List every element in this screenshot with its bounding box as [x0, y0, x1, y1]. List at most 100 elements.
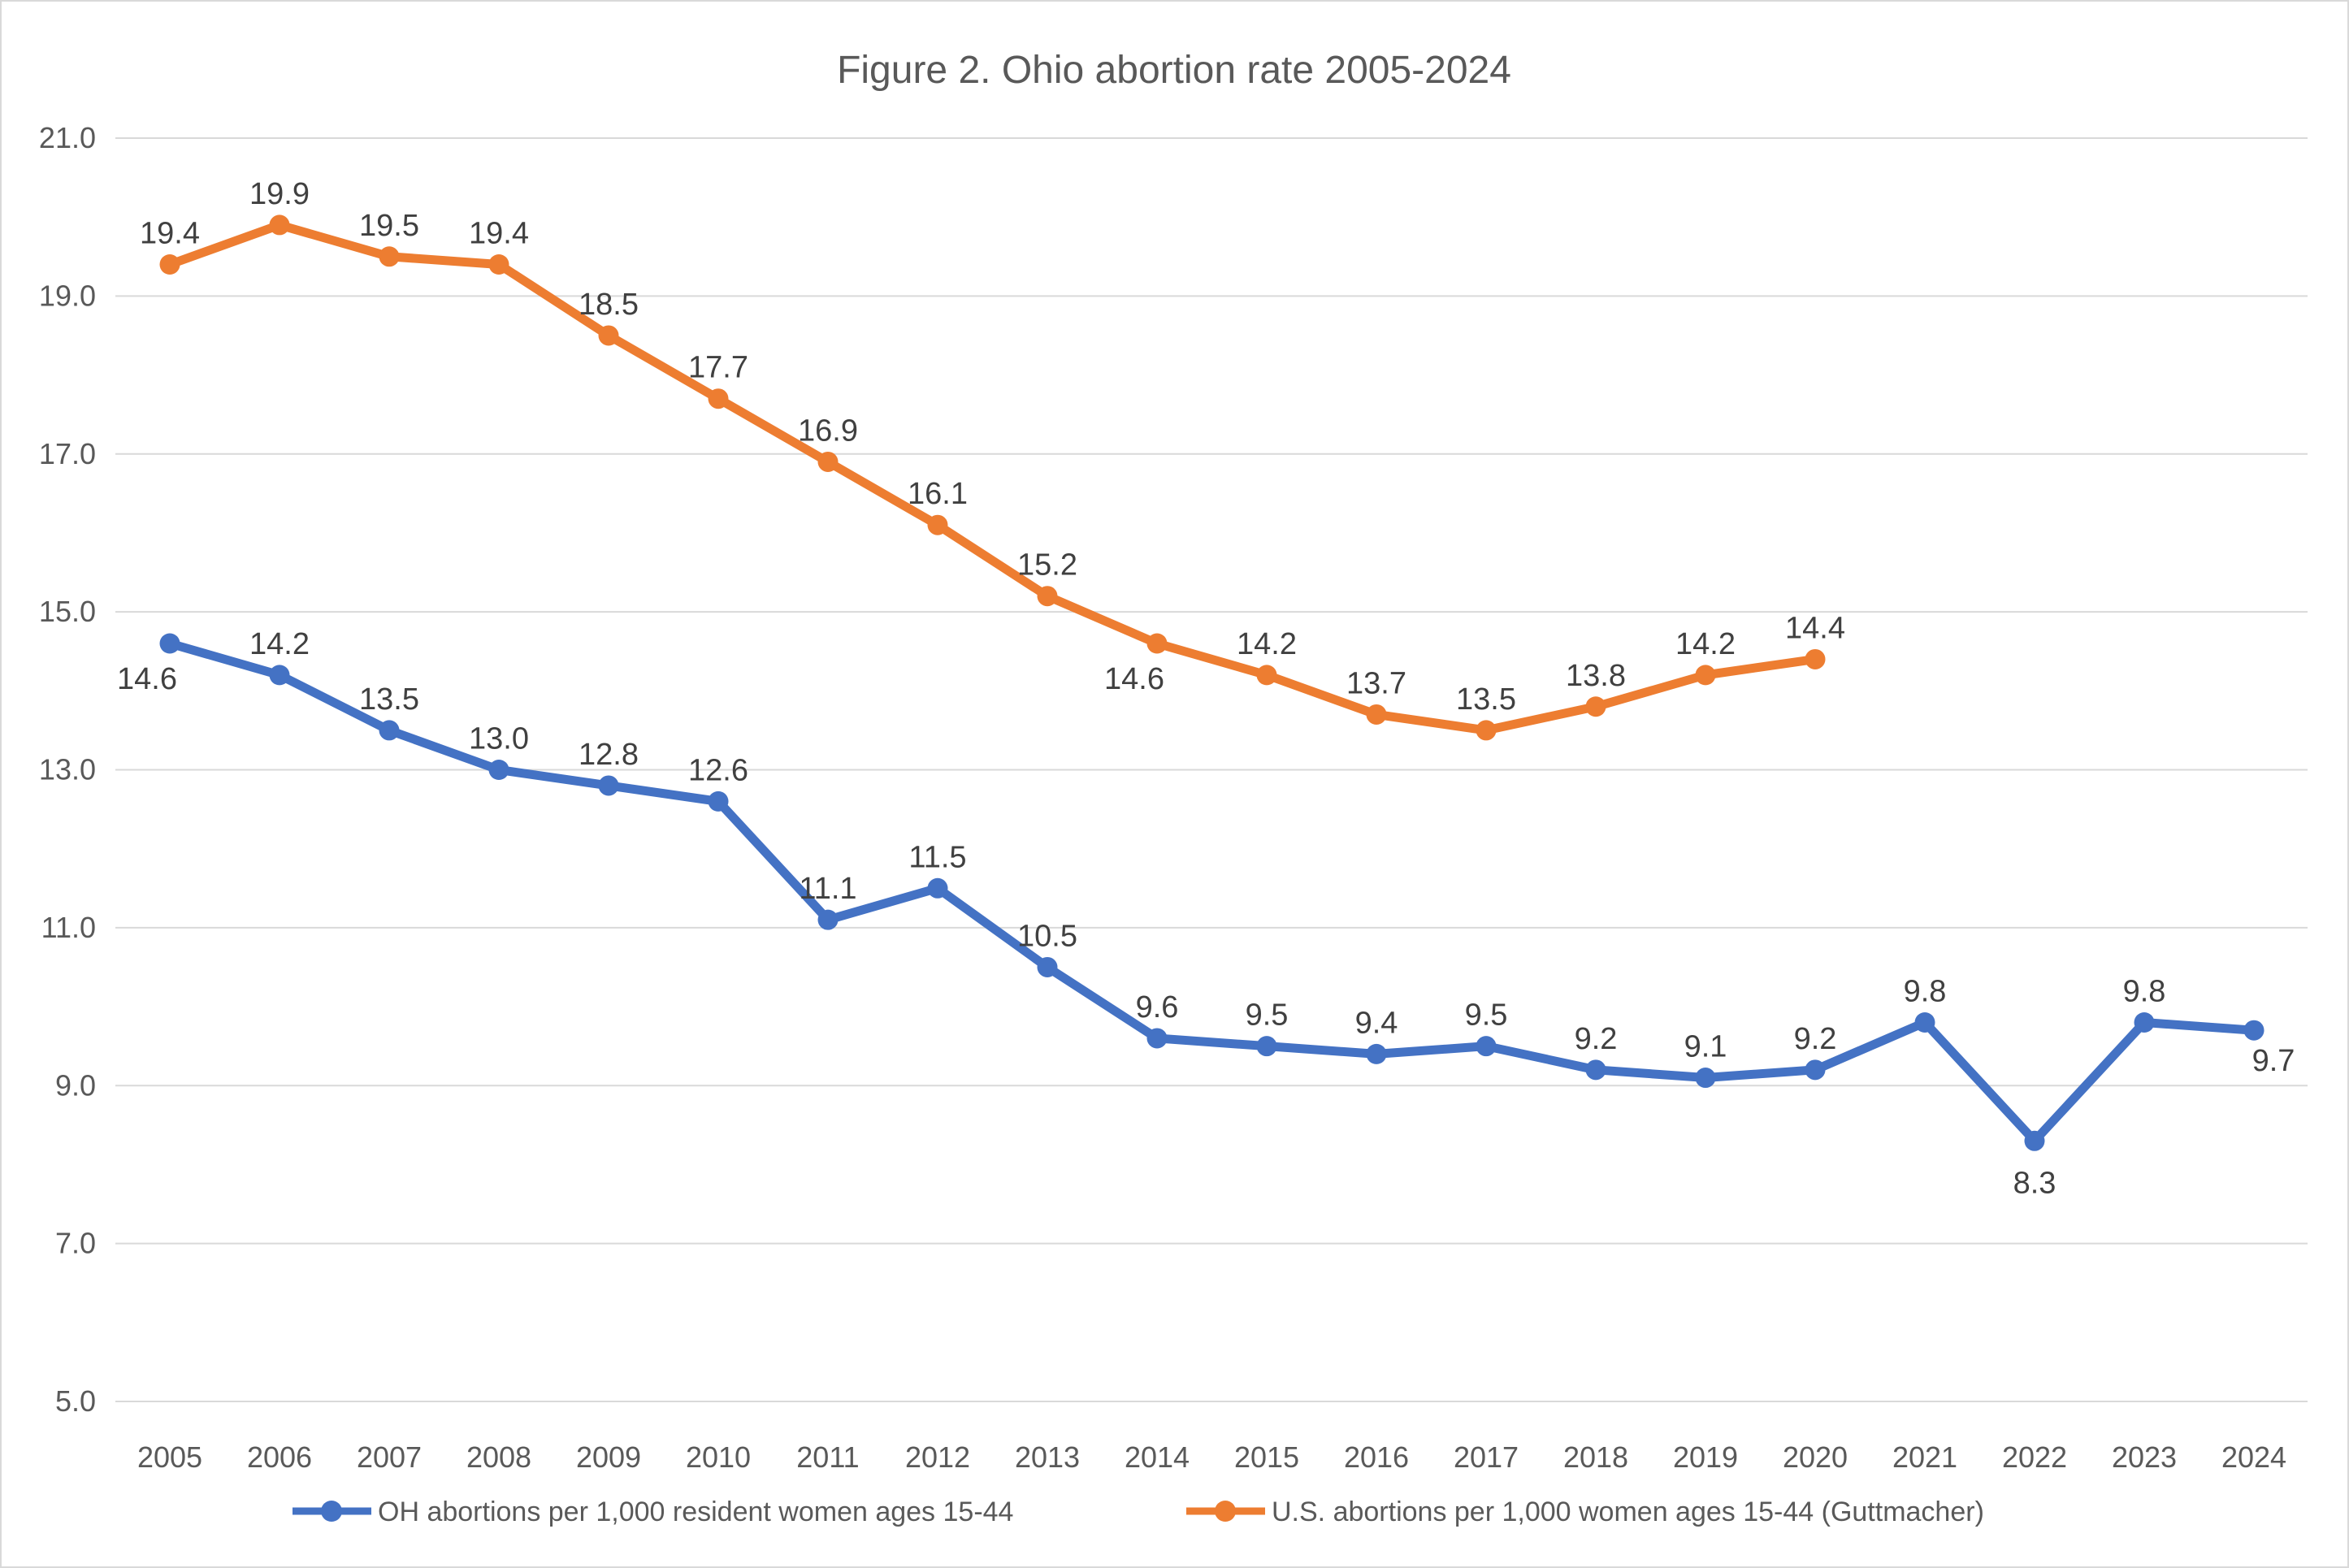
data-point-marker — [927, 514, 948, 535]
data-point-label: 19.9 — [249, 177, 310, 211]
data-point-marker — [1805, 648, 1826, 669]
data-point-marker — [1366, 704, 1387, 725]
x-tick-label: 2009 — [576, 1440, 641, 1474]
data-point-marker — [159, 254, 180, 275]
y-tick-label: 19.0 — [39, 279, 96, 312]
x-tick-label: 2011 — [796, 1440, 859, 1474]
x-tick-label: 2012 — [905, 1440, 970, 1474]
y-tick-label: 7.0 — [55, 1227, 96, 1260]
x-tick-label: 2024 — [2221, 1440, 2286, 1474]
x-tick-label: 2006 — [247, 1440, 312, 1474]
chart-title: Figure 2. Ohio abortion rate 2005-2024 — [837, 49, 1511, 92]
data-point-marker — [598, 775, 619, 796]
data-point-marker — [269, 214, 290, 236]
data-point-marker — [488, 760, 509, 780]
y-tick-label: 21.0 — [39, 121, 96, 154]
x-tick-label: 2017 — [1454, 1440, 1519, 1474]
gridlines — [115, 137, 2308, 1402]
data-point-label: 14.6 — [117, 662, 177, 696]
x-tick-label: 2010 — [686, 1440, 751, 1474]
x-tick-label: 2007 — [357, 1440, 422, 1474]
x-tick-label: 2021 — [1892, 1440, 1957, 1474]
data-point-marker — [708, 388, 729, 409]
series-line-0 — [165, 639, 2259, 1146]
data-point-label: 12.8 — [579, 738, 639, 772]
data-point-marker — [1585, 696, 1606, 717]
data-point-label: 16.1 — [908, 477, 968, 511]
data-labels: 14.6 14.2 13.5 13.0 12.8 12.6 11.1 11.5 10.5 9.6 9… — [117, 177, 2295, 1200]
data-point-label: 14.2 — [1237, 627, 1297, 661]
data-point-label: 11.5 — [908, 840, 966, 874]
y-tick-label: 13.0 — [39, 753, 96, 786]
data-point-marker — [1037, 586, 1058, 607]
data-point-marker — [1585, 1059, 1606, 1081]
data-point-marker — [488, 254, 509, 275]
data-point-label: 9.8 — [1904, 975, 1947, 1009]
data-point-marker — [2243, 1020, 2264, 1041]
data-point-label: 9.7 — [2252, 1044, 2295, 1078]
data-point-marker — [1695, 665, 1716, 686]
y-tick-label: 9.0 — [55, 1068, 96, 1102]
x-axis-labels: 2005 2006 2007 2008 2009 2010 2011 2012 2013 2014… — [137, 1440, 2286, 1474]
data-point-marker — [1146, 1028, 1168, 1049]
x-tick-label: 2023 — [2112, 1440, 2177, 1474]
data-point-marker — [1256, 665, 1277, 686]
y-tick-label: 17.0 — [39, 437, 96, 470]
data-point-label: 12.6 — [688, 753, 748, 787]
data-point-label: 8.3 — [2013, 1166, 2056, 1200]
data-point-marker — [2024, 1130, 2045, 1151]
data-point-label: 15.2 — [1017, 548, 1077, 583]
data-point-marker — [817, 909, 839, 930]
data-point-marker — [1037, 956, 1058, 977]
data-point-label: 18.5 — [579, 288, 639, 322]
x-tick-label: 2013 — [1015, 1440, 1080, 1474]
x-tick-label: 2019 — [1673, 1440, 1738, 1474]
y-axis-labels: 5.0 7.0 9.0 11.0 13.0 15.0 17.0 19.0 21.0 — [39, 121, 96, 1418]
y-tick-label: 11.0 — [41, 911, 96, 944]
legend-marker-us — [1215, 1501, 1236, 1522]
data-point-marker — [1476, 1036, 1497, 1057]
legend-item-us: U.S. abortions per 1,000 women ages 15-4… — [1186, 1497, 1984, 1527]
data-point-label: 9.4 — [1355, 1006, 1398, 1040]
data-point-marker — [708, 790, 729, 812]
x-tick-label: 2018 — [1563, 1440, 1628, 1474]
data-point-label: 14.6 — [1104, 662, 1164, 696]
data-point-marker — [1914, 1012, 1935, 1033]
x-tick-label: 2020 — [1783, 1440, 1848, 1474]
series-lines — [165, 220, 2259, 1146]
data-point-marker — [1366, 1043, 1387, 1064]
data-point-label: 9.5 — [1246, 998, 1289, 1033]
data-point-marker — [1256, 1036, 1277, 1057]
x-tick-label: 2022 — [2002, 1440, 2067, 1474]
data-point-label: 9.2 — [1794, 1022, 1837, 1056]
data-point-label: 13.5 — [1456, 682, 1516, 717]
y-tick-label: 5.0 — [55, 1384, 96, 1418]
legend-marker-oh — [321, 1501, 342, 1522]
x-tick-label: 2008 — [466, 1440, 531, 1474]
data-point-label: 14.4 — [1785, 611, 1845, 645]
data-point-marker — [1476, 720, 1497, 741]
data-point-label: 10.5 — [1017, 919, 1077, 953]
x-tick-label: 2005 — [137, 1440, 202, 1474]
legend-item-oh: OH abortions per 1,000 resident women ag… — [293, 1497, 1013, 1527]
data-point-label: 9.2 — [1575, 1022, 1618, 1056]
data-point-label: 11.1 — [799, 872, 856, 906]
data-point-marker — [159, 633, 180, 654]
data-point-marker — [379, 720, 400, 741]
legend: OH abortions per 1,000 resident women ag… — [293, 1497, 1984, 1527]
data-point-label: 14.2 — [249, 627, 310, 661]
legend-label-us: U.S. abortions per 1,000 women ages 15-4… — [1272, 1497, 1984, 1527]
data-point-label: 19.5 — [359, 209, 419, 243]
data-point-label: 19.4 — [469, 217, 529, 251]
data-point-marker — [1805, 1059, 1826, 1081]
data-point-label: 13.8 — [1566, 659, 1626, 693]
data-point-label: 13.7 — [1346, 666, 1406, 700]
data-point-label: 9.6 — [1136, 990, 1179, 1024]
data-point-marker — [817, 451, 839, 472]
data-point-label: 13.0 — [469, 722, 529, 756]
data-point-label: 14.2 — [1675, 627, 1736, 661]
series-line-1 — [165, 220, 1820, 735]
data-point-label: 9.8 — [2123, 975, 2166, 1009]
data-point-label: 9.5 — [1465, 998, 1508, 1033]
